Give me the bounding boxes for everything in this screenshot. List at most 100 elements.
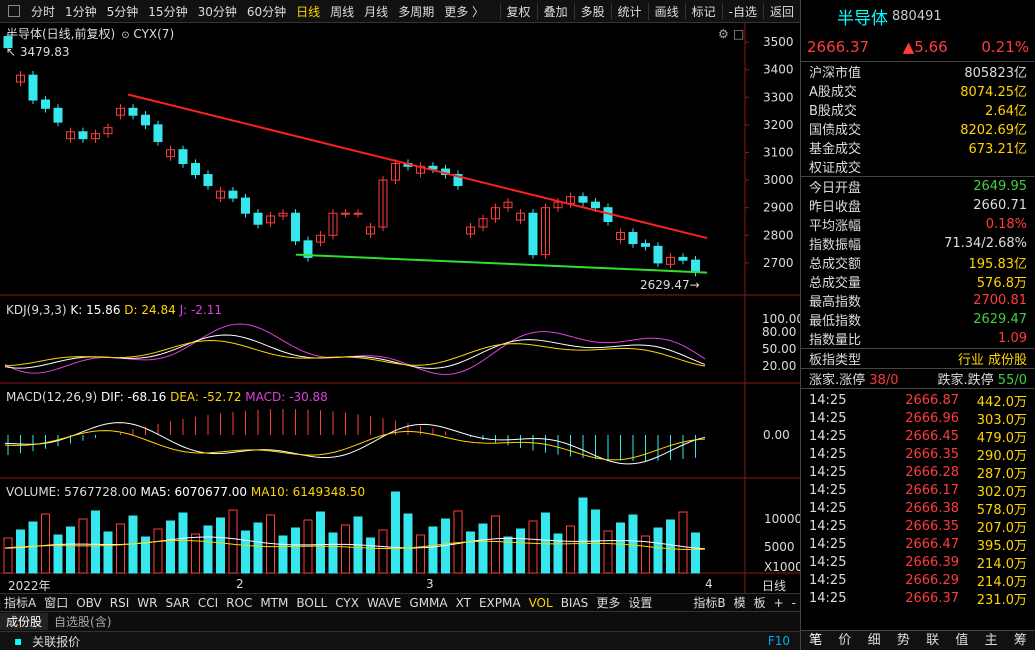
indicator-tab[interactable]: 窗口 [44, 596, 69, 610]
period-tab[interactable]: 多周期 [398, 4, 435, 19]
chart-action-button[interactable]: 统计 [610, 3, 648, 20]
board-type-industry[interactable]: 行业 [957, 353, 984, 368]
kdj-k-line [4, 334, 706, 369]
tab-constituents[interactable]: 成份股 [0, 613, 49, 630]
quote-tab[interactable]: 联 [926, 633, 940, 648]
indicator-tab[interactable]: EXPMA [478, 595, 521, 610]
period-tab[interactable]: 60分钟 [246, 4, 287, 19]
period-tab[interactable]: 月线 [364, 4, 389, 19]
trade-price: 2666.35 [905, 518, 959, 534]
quote-tab[interactable]: 主 [984, 633, 998, 648]
candle-body [278, 212, 288, 217]
indicator-tab-right[interactable]: 模 [733, 596, 746, 610]
volume-bar [241, 530, 250, 574]
board-type-row: 板指类型 行业 成份股 [801, 348, 1035, 368]
indicator-tab[interactable]: OBV [76, 595, 102, 610]
period-tab[interactable]: 周线 [330, 4, 355, 19]
indicator-tab[interactable]: 更多 [596, 596, 621, 610]
indicator-tab[interactable]: VOL [528, 595, 553, 610]
indicator-tab-right[interactable]: + [773, 595, 784, 610]
indicator-tab[interactable]: WAVE [366, 595, 402, 610]
indicator-tab[interactable]: MTM [260, 595, 289, 610]
stat-label: 最高指数 [809, 295, 862, 310]
chart-action-button[interactable]: 画线 [647, 3, 685, 20]
trade-price: 2666.87 [905, 392, 959, 408]
candle-body [103, 127, 113, 135]
kline-chart[interactable]: 3500 3400 3300 3200 3100 3000 2900 2800 2700 100.… [0, 23, 804, 593]
indicator-tab[interactable]: 设置 [628, 596, 653, 610]
quote-tab[interactable]: 势 [896, 633, 910, 648]
volume-bar [391, 491, 400, 574]
indicator-tab[interactable]: BIAS [560, 595, 589, 610]
indicator-tab[interactable]: ROC [226, 595, 253, 610]
chart-action-button[interactable]: -自选 [721, 3, 763, 20]
trade-time: 14:25 [809, 392, 847, 408]
board-type-constituents[interactable]: 成份股 [987, 353, 1027, 368]
period-tab[interactable]: 更多 〉 [444, 4, 485, 19]
indicator-tab[interactable]: 指标A [4, 596, 37, 610]
indicator-tab-right[interactable]: 指标B [693, 596, 726, 610]
volume-bar [641, 535, 650, 574]
volume-bar [378, 529, 388, 574]
tab-watchlist[interactable]: 自选股(含) [54, 615, 112, 629]
quote-tab[interactable]: 价 [838, 633, 852, 648]
settings-icon[interactable]: ⚙ [718, 27, 729, 41]
period-tab[interactable]: 5分钟 [106, 4, 139, 19]
candle-body [528, 212, 538, 256]
period-tab[interactable]: 分时 [31, 4, 56, 19]
period-tab[interactable]: 15分钟 [148, 4, 188, 19]
volume-bar [366, 537, 375, 574]
indicator-tab[interactable]: BOLL [296, 595, 328, 610]
chart-action-button[interactable]: 多股 [573, 3, 611, 20]
indicator-tab[interactable]: WR [137, 595, 158, 610]
chart-action-button[interactable]: 叠加 [536, 3, 574, 20]
indicator-tab[interactable]: CCI [197, 595, 219, 610]
period-toolbar: 分时 1分钟 5分钟 15分钟 30分钟 60分钟 日线 周线 月线 多周期 更多 〉 复权 叠加 多股… [0, 0, 800, 23]
price-change: ▲5.66 [902, 37, 948, 56]
stat-value: 1.09 [998, 331, 1027, 346]
indicator-tab-right[interactable]: - [791, 595, 796, 610]
period-tab[interactable]: 30分钟 [197, 4, 237, 19]
candle-body [691, 259, 700, 273]
stat-value: 805823亿 [964, 66, 1027, 81]
period-tab[interactable]: 1分钟 [65, 4, 97, 19]
period-tab[interactable]: 日线 [296, 4, 321, 19]
tick-list[interactable]: 14:25 2666.87 442.0万 14:25 2666.96 303.0万 14:2… [801, 388, 1035, 608]
candle-body [66, 131, 75, 140]
indicator-tab[interactable]: GMMA [409, 595, 448, 610]
indicator-tab[interactable]: CYX [335, 595, 359, 610]
candle-body [53, 107, 63, 123]
quote-tab[interactable]: 笔 [809, 633, 823, 648]
quote-tab[interactable]: 细 [867, 633, 881, 648]
stat-row: 国债成交 8202.69亿 [801, 119, 1035, 138]
collapse-icon[interactable]: □ [733, 27, 745, 41]
indicator-tab[interactable]: XT [455, 595, 471, 610]
trade-row: 14:25 2666.38 578.0万 [801, 499, 1035, 518]
volume-bar [616, 522, 625, 574]
candle-body [128, 107, 138, 116]
chart-area[interactable]: 3500 3400 3300 3200 3100 3000 2900 2800 2700 100.… [0, 23, 804, 593]
volume-bar [578, 497, 588, 574]
volume-bar [691, 532, 700, 574]
indicator-tab[interactable]: SAR [165, 595, 190, 610]
candle-body [653, 245, 663, 264]
chart-action-button[interactable]: 复权 [499, 3, 537, 20]
y-tick-label: 2700 [763, 256, 794, 270]
trade-time: 14:25 [809, 590, 847, 606]
macd-header: MACD(12,26,9) DIF: -68.16 DEA: -52.72 MA… [6, 390, 328, 404]
chart-action-button[interactable]: 返回 [762, 3, 800, 20]
quote-tab[interactable]: 值 [955, 633, 969, 648]
related-quote-label[interactable]: 关联报价 [32, 634, 81, 649]
window-icon[interactable] [8, 5, 20, 17]
quote-tab[interactable]: 筹 [1013, 633, 1027, 648]
indicator-tab[interactable]: RSI [109, 595, 130, 610]
stat-label: 总成交额 [809, 257, 862, 272]
last-price: 2666.37 [807, 37, 870, 56]
volume-bar [16, 529, 25, 574]
volume-bar [628, 514, 638, 574]
x-axis-mode: 日线 [762, 579, 787, 593]
chart-action-button[interactable]: 标记 [684, 3, 722, 20]
stat-value: 0.18% [985, 217, 1027, 232]
indicator-tab-right[interactable]: 板 [753, 596, 766, 610]
f10-button[interactable]: F10 [767, 634, 790, 648]
